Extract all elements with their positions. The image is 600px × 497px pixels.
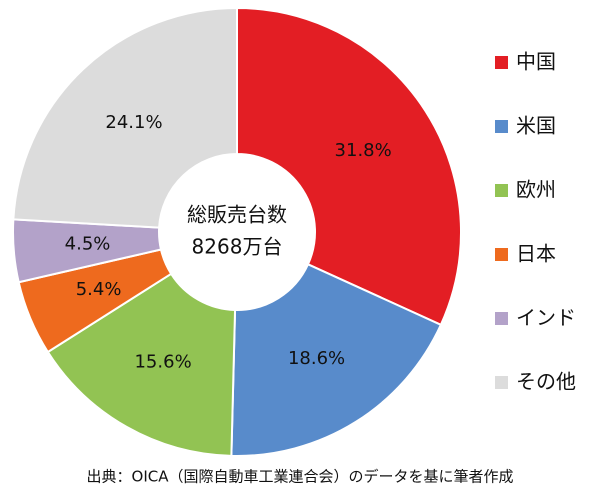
center-text: 総販売台数: [187, 203, 287, 227]
legend-swatch: [495, 120, 508, 133]
data-label: 4.5%: [65, 234, 111, 255]
data-label: 18.6%: [288, 348, 345, 369]
slice: [236, 6, 462, 327]
legend-swatch: [495, 184, 508, 197]
data-label: 5.4%: [76, 279, 122, 300]
legend-label: 中国: [516, 50, 556, 74]
data-label: 24.1%: [105, 112, 162, 133]
legend-label: 米国: [516, 114, 556, 138]
legend-label: 欧州: [516, 178, 556, 202]
legend-label: 日本: [516, 242, 556, 266]
slice: [46, 272, 237, 457]
data-label: 15.6%: [134, 352, 191, 373]
data-label: 31.8%: [335, 140, 392, 161]
legend-swatch: [495, 56, 508, 69]
legend-swatch: [495, 312, 508, 325]
slice: [12, 6, 238, 229]
legend-label: インド: [516, 306, 576, 330]
legend-label: その他: [516, 370, 576, 394]
slice: [230, 262, 443, 457]
legend-swatch: [495, 248, 508, 261]
source-note: 出典：OICA（国際自動車工業連合会）のデータを基に筆者作成: [87, 468, 514, 486]
center-text: 8268万台: [192, 235, 283, 259]
legend-swatch: [495, 376, 508, 389]
